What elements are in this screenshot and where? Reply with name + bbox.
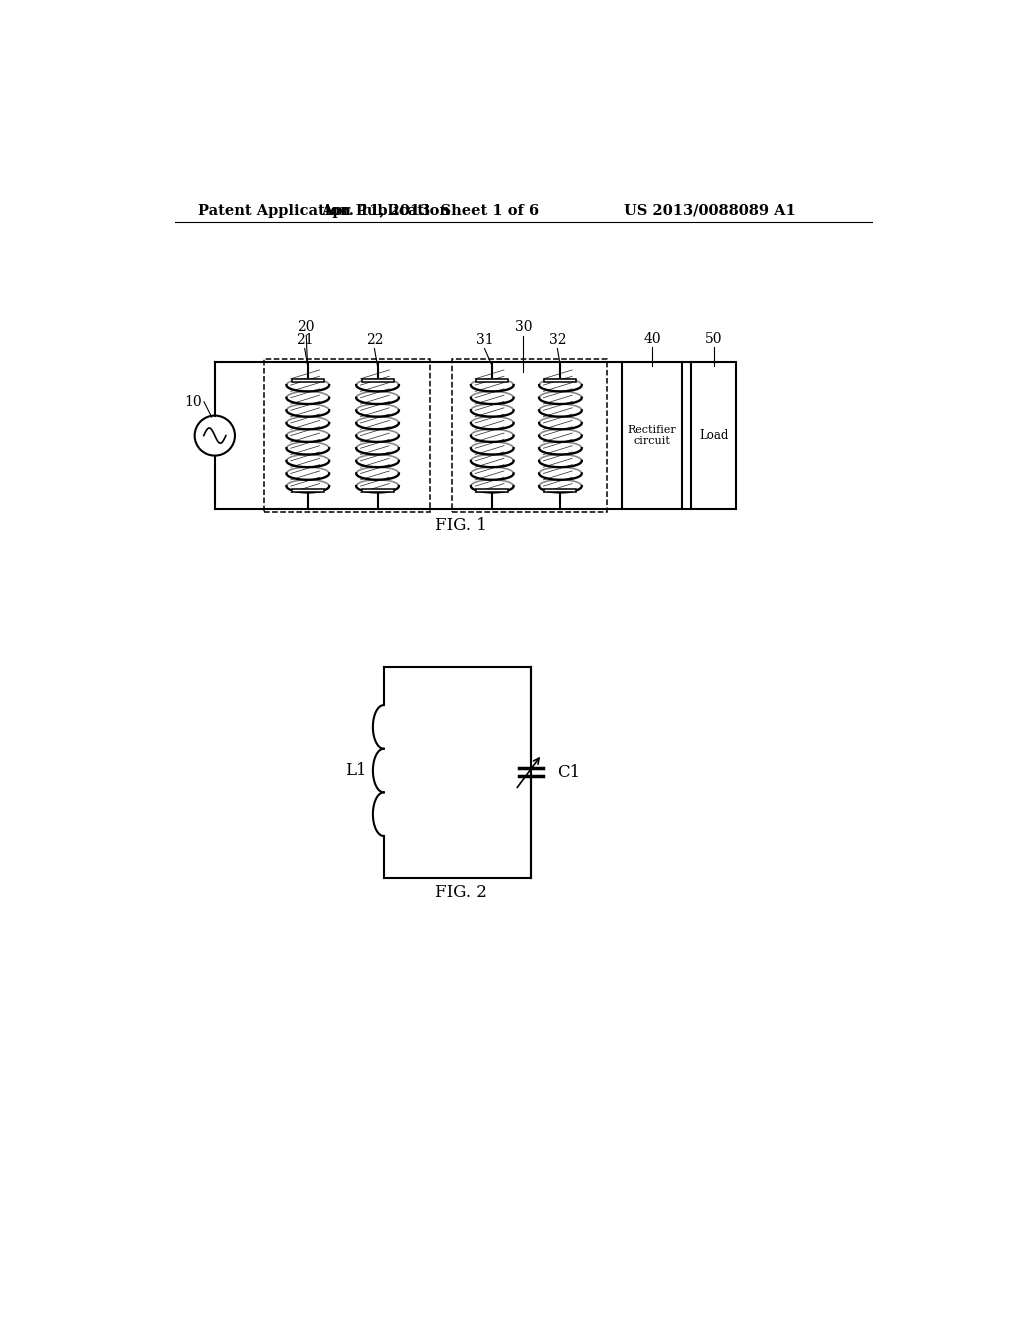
FancyBboxPatch shape: [545, 490, 577, 492]
Text: 22: 22: [366, 333, 383, 347]
Text: FIG. 1: FIG. 1: [435, 517, 487, 535]
FancyBboxPatch shape: [292, 379, 324, 381]
Text: 21: 21: [296, 333, 313, 347]
FancyBboxPatch shape: [361, 379, 393, 381]
Text: 31: 31: [476, 333, 494, 347]
FancyBboxPatch shape: [476, 490, 508, 492]
FancyBboxPatch shape: [361, 490, 393, 492]
Text: Patent Application Publication: Patent Application Publication: [198, 203, 450, 218]
Text: Rectifier
circuit: Rectifier circuit: [628, 425, 676, 446]
Bar: [622, 363, 682, 508]
Text: 40: 40: [643, 331, 660, 346]
Text: 20: 20: [298, 319, 315, 334]
FancyBboxPatch shape: [545, 379, 577, 381]
Text: L1: L1: [345, 762, 367, 779]
FancyBboxPatch shape: [476, 379, 508, 381]
Bar: [263, 359, 430, 512]
Bar: [452, 359, 607, 512]
FancyBboxPatch shape: [292, 490, 324, 492]
Text: 50: 50: [706, 331, 723, 346]
Text: 32: 32: [549, 333, 566, 347]
Text: 10: 10: [184, 395, 203, 409]
Text: FIG. 2: FIG. 2: [435, 884, 487, 902]
Bar: [691, 363, 736, 508]
Text: Apr. 11, 2013  Sheet 1 of 6: Apr. 11, 2013 Sheet 1 of 6: [322, 203, 540, 218]
Text: US 2013/0088089 A1: US 2013/0088089 A1: [624, 203, 796, 218]
Text: C1: C1: [557, 763, 581, 780]
Text: 30: 30: [514, 319, 532, 334]
Text: Load: Load: [699, 429, 729, 442]
